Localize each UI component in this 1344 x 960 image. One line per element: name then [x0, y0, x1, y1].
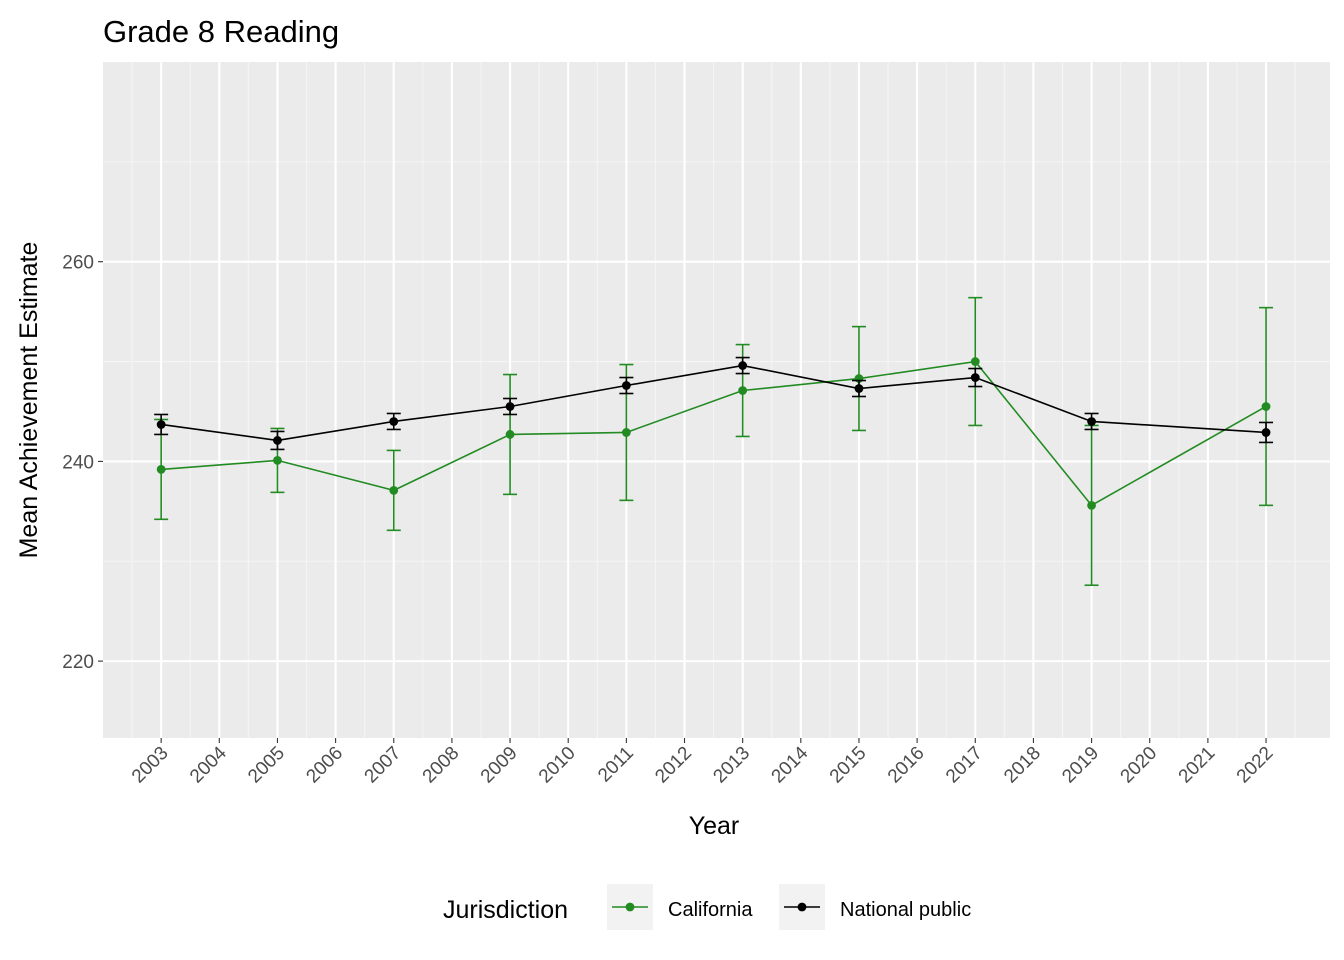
y-axis-title: Mean Achievement Estimate — [15, 242, 43, 559]
x-tick-label: 2012 — [651, 743, 696, 788]
series-national-public — [154, 356, 1274, 451]
data-point — [970, 357, 980, 366]
x-tick-label: 2008 — [419, 743, 464, 788]
x-tick-label: 2004 — [186, 742, 231, 787]
series-california — [154, 296, 1274, 587]
data-point — [273, 456, 282, 465]
data-point — [1261, 428, 1271, 437]
x-tick-label: 2007 — [361, 743, 406, 788]
legend-key-point — [797, 902, 807, 912]
legend-key-point — [625, 902, 635, 912]
x-tick-label: 2021 — [1175, 743, 1220, 788]
x-tick-label: 2020 — [1117, 743, 1162, 788]
legend-label-california: California — [668, 899, 753, 921]
x-tick-label: 2006 — [302, 743, 347, 788]
data-point — [273, 436, 282, 445]
data-point — [738, 361, 748, 370]
data-point — [156, 464, 166, 474]
x-tick-label: 2013 — [709, 743, 754, 788]
legend-title: Jurisdiction — [443, 896, 568, 924]
x-tick-label: 2009 — [477, 743, 522, 788]
y-tick-label: 260 — [62, 253, 94, 274]
x-tick-label: 2017 — [942, 743, 987, 788]
legend: Jurisdiction California National public — [443, 884, 971, 930]
data-point — [389, 485, 399, 495]
x-tick-label: 2005 — [244, 743, 289, 788]
series-line — [161, 360, 1267, 507]
x-tick-label: 2016 — [884, 743, 929, 788]
x-tick-label: 2010 — [535, 743, 580, 788]
y-tick-label: 220 — [62, 652, 94, 673]
chart-title: Grade 8 Reading — [103, 14, 339, 49]
x-tick-label: 2018 — [1000, 743, 1045, 788]
data-point — [621, 381, 631, 390]
data-point — [970, 373, 980, 382]
data-point — [505, 402, 515, 411]
x-tick-label: 2022 — [1233, 743, 1278, 788]
x-axis-title: Year — [689, 812, 740, 840]
data-point — [738, 386, 748, 395]
x-tick-label: 2011 — [594, 743, 638, 787]
data-point — [505, 430, 515, 439]
series-layer — [154, 296, 1274, 587]
x-axis: 2003 2004 2005 2006 2007 2008 2009 2010 2011 2012… — [128, 738, 1278, 787]
data-point — [389, 417, 399, 426]
data-point — [1261, 402, 1271, 411]
x-tick-label: 2015 — [826, 743, 871, 788]
x-tick-label: 2014 — [768, 742, 813, 787]
grid-lines — [103, 62, 1330, 738]
data-point — [854, 384, 864, 393]
data-point — [1087, 417, 1096, 426]
data-point — [156, 420, 166, 429]
data-point — [1087, 500, 1096, 510]
y-axis: 220 240 260 — [62, 253, 103, 673]
y-tick-label: 240 — [62, 452, 94, 473]
x-tick-label: 2019 — [1058, 743, 1103, 788]
legend-label-national-public: National public — [840, 899, 971, 921]
series-line — [161, 364, 1267, 442]
data-point — [621, 428, 631, 437]
x-tick-label: 2003 — [128, 743, 173, 788]
